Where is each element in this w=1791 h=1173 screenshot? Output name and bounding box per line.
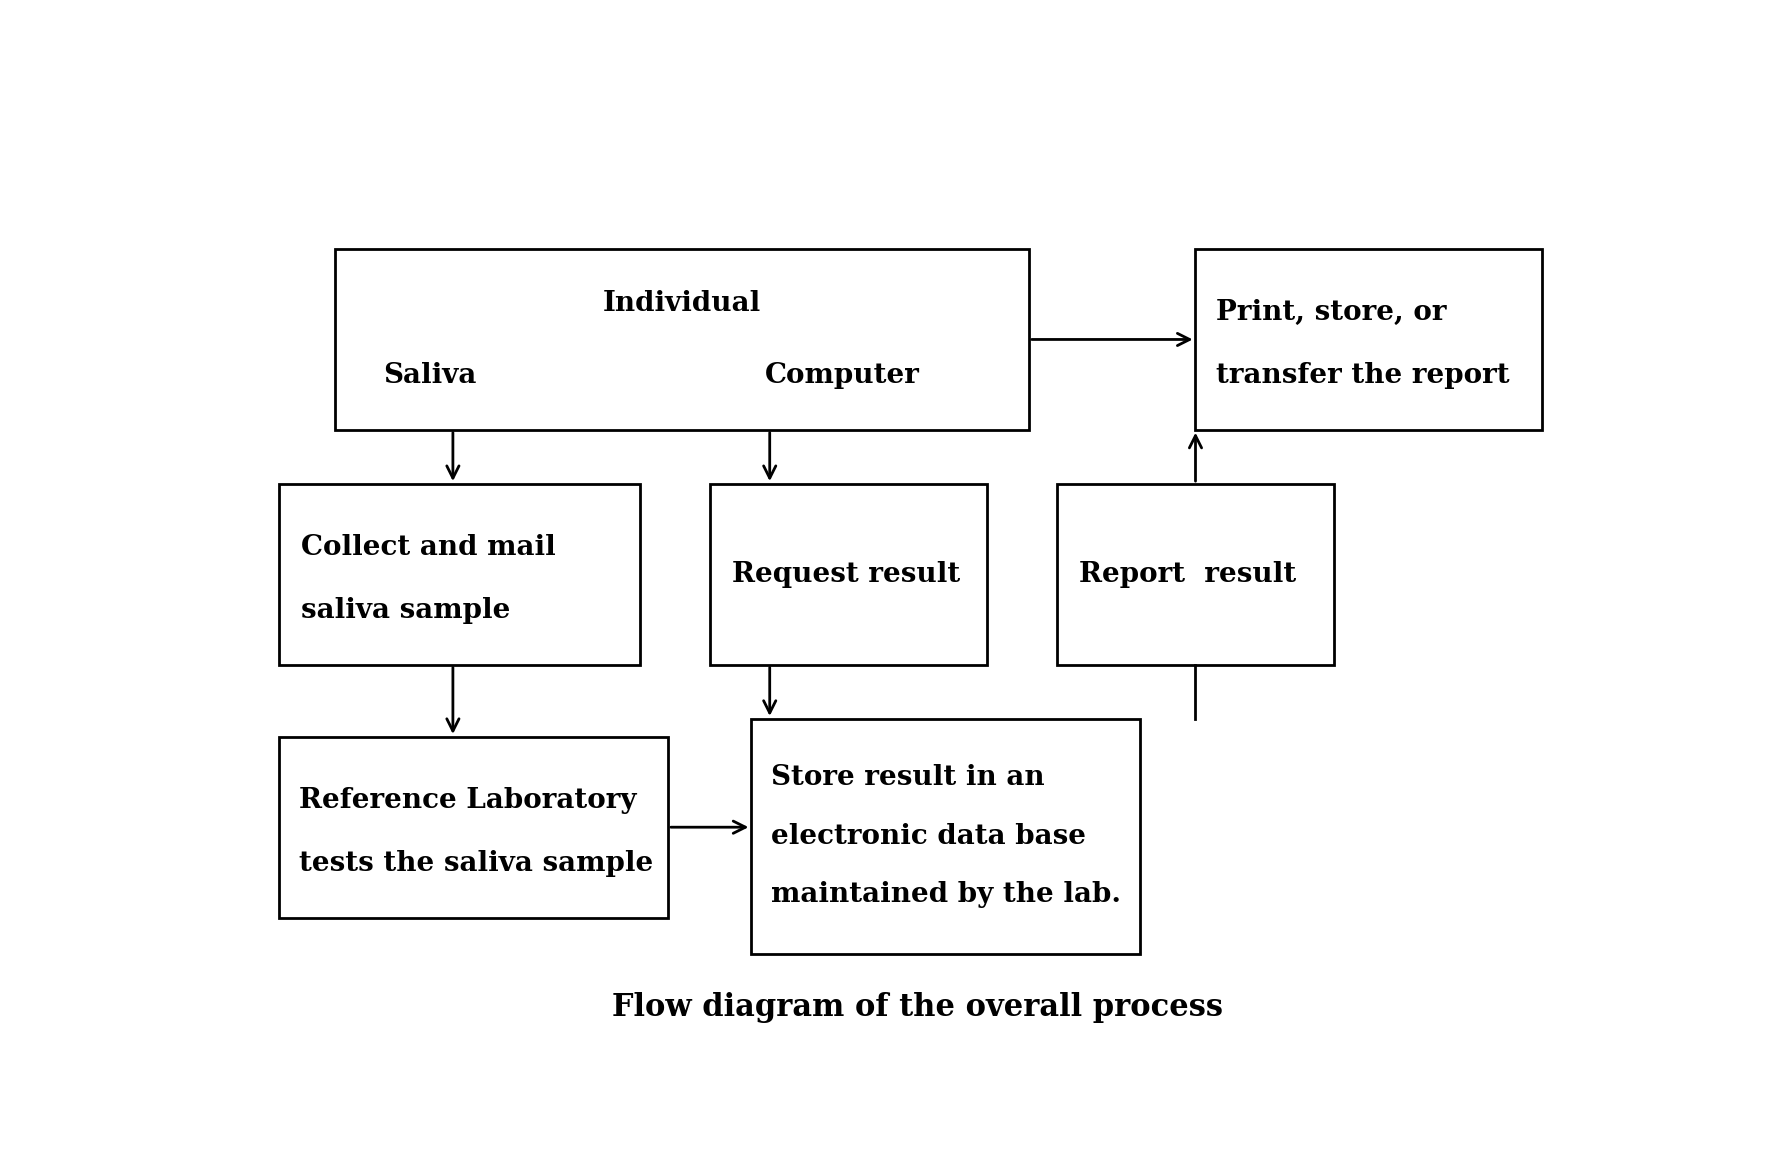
Text: Individual: Individual [604, 290, 761, 317]
Text: transfer the report: transfer the report [1216, 362, 1510, 389]
Text: Computer: Computer [765, 362, 921, 389]
Bar [279, 484, 641, 665]
Bar [279, 737, 668, 917]
Text: electronic data base: electronic data base [770, 822, 1085, 849]
Text: Saliva: Saliva [383, 362, 476, 389]
Text: Collect and mail: Collect and mail [301, 534, 555, 561]
Bar [709, 484, 987, 665]
Bar [335, 249, 1028, 429]
Text: saliva sample: saliva sample [301, 597, 510, 624]
Text: Flow diagram of the overall process: Flow diagram of the overall process [613, 992, 1223, 1023]
Text: maintained by the lab.: maintained by the lab. [770, 881, 1121, 908]
Text: Request result: Request result [733, 561, 960, 588]
Text: Report  result: Report result [1078, 561, 1297, 588]
Text: Reference Laboratory: Reference Laboratory [299, 787, 636, 814]
Text: Store result in an: Store result in an [770, 764, 1044, 791]
Text: Print, store, or: Print, store, or [1216, 299, 1447, 326]
Text: tests the saliva sample: tests the saliva sample [299, 849, 654, 877]
Bar [1195, 249, 1542, 429]
Bar [752, 719, 1141, 954]
Bar [1057, 484, 1334, 665]
